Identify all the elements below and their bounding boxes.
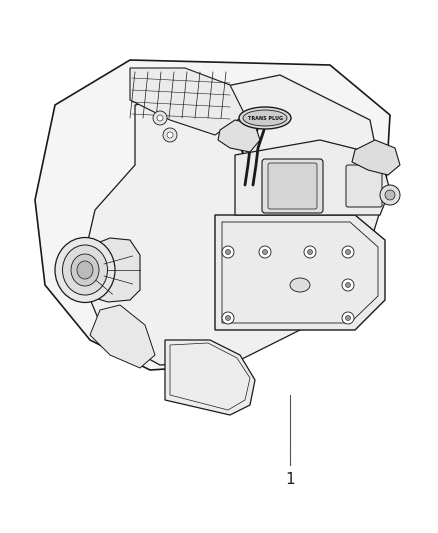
Ellipse shape bbox=[63, 245, 107, 295]
Ellipse shape bbox=[243, 110, 287, 126]
Circle shape bbox=[226, 249, 230, 254]
Ellipse shape bbox=[290, 278, 310, 292]
Ellipse shape bbox=[77, 261, 93, 279]
Polygon shape bbox=[80, 75, 385, 365]
Circle shape bbox=[226, 316, 230, 320]
Circle shape bbox=[380, 185, 400, 205]
Text: TRANS PLUG: TRANS PLUG bbox=[247, 116, 283, 120]
Circle shape bbox=[259, 246, 271, 258]
Polygon shape bbox=[352, 140, 400, 175]
Circle shape bbox=[385, 190, 395, 200]
Polygon shape bbox=[235, 140, 390, 215]
Circle shape bbox=[342, 279, 354, 291]
Polygon shape bbox=[85, 238, 140, 302]
Polygon shape bbox=[35, 60, 390, 370]
Polygon shape bbox=[215, 215, 385, 330]
Ellipse shape bbox=[239, 107, 291, 129]
Ellipse shape bbox=[55, 238, 115, 303]
Polygon shape bbox=[90, 305, 155, 368]
FancyBboxPatch shape bbox=[262, 159, 323, 213]
FancyBboxPatch shape bbox=[346, 165, 382, 207]
FancyBboxPatch shape bbox=[268, 163, 317, 209]
Circle shape bbox=[304, 246, 316, 258]
Ellipse shape bbox=[71, 254, 99, 286]
Circle shape bbox=[262, 249, 268, 254]
Circle shape bbox=[222, 246, 234, 258]
Polygon shape bbox=[130, 68, 245, 135]
Circle shape bbox=[153, 111, 167, 125]
Circle shape bbox=[346, 316, 350, 320]
Circle shape bbox=[342, 246, 354, 258]
Polygon shape bbox=[165, 340, 255, 415]
Circle shape bbox=[346, 282, 350, 287]
Circle shape bbox=[307, 249, 312, 254]
Circle shape bbox=[163, 128, 177, 142]
Circle shape bbox=[346, 249, 350, 254]
Text: 1: 1 bbox=[285, 472, 295, 488]
Circle shape bbox=[157, 115, 163, 121]
Polygon shape bbox=[218, 120, 260, 152]
Circle shape bbox=[167, 132, 173, 138]
Circle shape bbox=[222, 312, 234, 324]
Circle shape bbox=[342, 312, 354, 324]
